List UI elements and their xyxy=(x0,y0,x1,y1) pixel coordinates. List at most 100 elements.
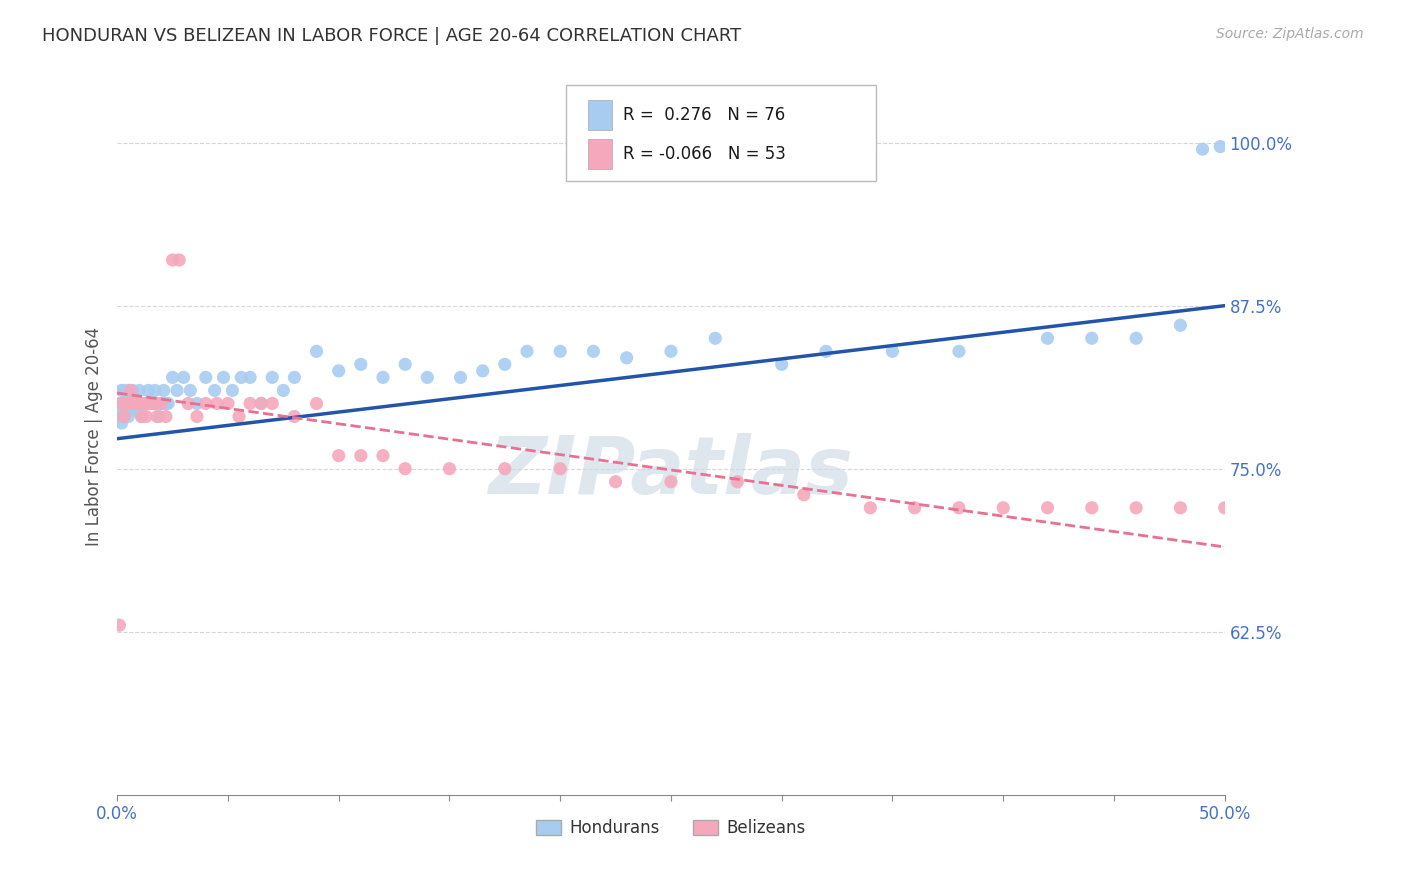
Point xyxy=(239,370,262,384)
Point xyxy=(250,396,273,410)
Point xyxy=(239,396,262,410)
Point xyxy=(124,396,146,410)
Point xyxy=(204,384,226,398)
Text: Source: ZipAtlas.com: Source: ZipAtlas.com xyxy=(1216,27,1364,41)
Point xyxy=(859,500,882,515)
Point xyxy=(283,409,305,424)
Point xyxy=(548,461,571,475)
Point xyxy=(135,409,157,424)
Point xyxy=(128,384,150,398)
Point xyxy=(1081,331,1104,345)
Point xyxy=(350,449,373,463)
Point xyxy=(108,618,131,632)
Point xyxy=(616,351,638,365)
Point xyxy=(194,396,217,410)
Point xyxy=(150,396,173,410)
Point xyxy=(146,396,169,410)
Point xyxy=(494,357,516,371)
Point xyxy=(112,409,135,424)
Point xyxy=(1125,500,1147,515)
Point xyxy=(117,396,139,410)
Point xyxy=(1081,500,1104,515)
Point xyxy=(1170,500,1192,515)
Point xyxy=(128,396,150,410)
Point xyxy=(948,344,970,359)
Point xyxy=(120,403,142,417)
Point xyxy=(177,396,200,410)
Point xyxy=(725,475,748,489)
Point xyxy=(217,396,239,410)
Point xyxy=(112,409,135,424)
Point xyxy=(111,384,134,398)
FancyBboxPatch shape xyxy=(588,138,612,169)
Point xyxy=(262,370,284,384)
Point xyxy=(112,396,135,410)
Point xyxy=(1209,139,1232,153)
Point xyxy=(328,449,350,463)
Text: R =  0.276   N = 76: R = 0.276 N = 76 xyxy=(623,106,786,124)
Point xyxy=(135,396,157,410)
Point xyxy=(162,370,184,384)
Point xyxy=(1125,331,1147,345)
Point xyxy=(124,396,146,410)
Point xyxy=(1170,318,1192,333)
FancyBboxPatch shape xyxy=(588,100,612,130)
Point xyxy=(139,396,162,410)
Point xyxy=(150,396,173,410)
Point xyxy=(394,461,416,475)
Point xyxy=(152,384,174,398)
Point xyxy=(221,384,243,398)
Point xyxy=(882,344,904,359)
Point xyxy=(117,384,139,398)
Point xyxy=(143,384,166,398)
Point xyxy=(146,409,169,424)
Point xyxy=(167,252,190,267)
Point xyxy=(516,344,538,359)
FancyBboxPatch shape xyxy=(565,85,876,181)
Point xyxy=(582,344,605,359)
Point xyxy=(142,396,165,410)
Point xyxy=(155,409,177,424)
Point xyxy=(117,390,139,404)
Point xyxy=(136,396,159,410)
Text: R = -0.066   N = 53: R = -0.066 N = 53 xyxy=(623,145,786,162)
Point xyxy=(704,331,727,345)
Point xyxy=(305,344,328,359)
Point xyxy=(132,396,155,410)
Point xyxy=(228,409,250,424)
Point xyxy=(548,344,571,359)
Point xyxy=(659,344,682,359)
Point xyxy=(139,396,162,410)
Point xyxy=(371,370,394,384)
Point xyxy=(1036,500,1059,515)
Point xyxy=(350,357,373,371)
Point xyxy=(166,384,188,398)
Point xyxy=(1191,142,1213,156)
Point xyxy=(948,500,970,515)
Point xyxy=(273,384,295,398)
Point xyxy=(305,396,328,410)
Text: HONDURAN VS BELIZEAN IN LABOR FORCE | AGE 20-64 CORRELATION CHART: HONDURAN VS BELIZEAN IN LABOR FORCE | AG… xyxy=(42,27,741,45)
Point xyxy=(371,449,394,463)
Point xyxy=(416,370,439,384)
Point xyxy=(494,461,516,475)
Point xyxy=(904,500,927,515)
Point xyxy=(1213,500,1236,515)
Point xyxy=(124,403,146,417)
Point xyxy=(993,500,1015,515)
Point xyxy=(394,357,416,371)
Point xyxy=(120,384,142,398)
Point xyxy=(450,370,472,384)
Point xyxy=(111,396,134,410)
Point xyxy=(120,396,142,410)
Point xyxy=(814,344,837,359)
Point xyxy=(127,396,149,410)
Point xyxy=(131,409,153,424)
Point xyxy=(155,396,177,410)
Point xyxy=(136,384,159,398)
Point xyxy=(111,416,134,430)
Point xyxy=(108,396,131,410)
Point xyxy=(115,396,138,410)
Point xyxy=(250,396,273,410)
Point xyxy=(793,488,815,502)
